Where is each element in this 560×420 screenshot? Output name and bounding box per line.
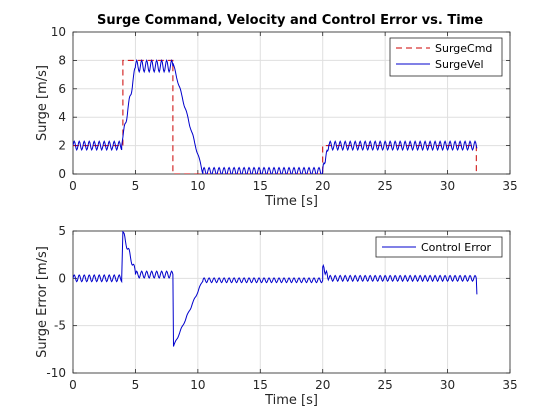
x-axis-label: Time [s]: [264, 194, 318, 209]
y-tick-label: 10: [51, 25, 66, 39]
x-tick-label: 30: [440, 179, 455, 193]
y-tick-label: 0: [58, 167, 66, 181]
control-error-axes: 0 5 10 15 20 25 30 35 -10 -5 0 5 Time [s] Surge Err…: [35, 224, 518, 408]
series-line-control-error: [73, 231, 478, 347]
x-tick-label: 35: [502, 179, 517, 193]
x-tick-label: 10: [190, 378, 205, 392]
x-tick-label: 15: [253, 179, 268, 193]
x-tick-label: 10: [190, 179, 205, 193]
y-tick-label: 5: [58, 224, 66, 238]
x-tick-label: 5: [132, 179, 140, 193]
legend-box: [375, 236, 503, 258]
ticks: 0 5 10 15 20 25 30 35 -10 -5 0 5: [46, 224, 517, 392]
chart-title: Surge Command, Velocity and Control Erro…: [97, 13, 483, 28]
x-tick-label: 30: [440, 378, 455, 392]
legend: Control Error: [375, 236, 503, 258]
ticks: 0 5 10 15 20 25 30 35 0 2 4 6 8 10: [51, 25, 518, 193]
x-tick-label: 20: [315, 378, 330, 392]
data-lines: [73, 231, 478, 347]
y-tick-label: -10: [46, 366, 66, 380]
data-lines: [73, 58, 478, 174]
x-tick-label: 15: [253, 378, 268, 392]
legend: SurgeCmd SurgeVel: [389, 37, 503, 77]
y-axis-label: Surge [m/s]: [35, 65, 50, 141]
legend-entry: Control Error: [421, 241, 492, 254]
y-tick-label: 6: [58, 82, 66, 96]
legend-entry: SurgeCmd: [435, 42, 492, 55]
legend-box: [389, 37, 503, 77]
x-tick-label: 0: [69, 378, 77, 392]
y-tick-label: 8: [58, 53, 66, 67]
legend-entry: SurgeVel: [435, 58, 484, 71]
surge-axes: Surge Command, Velocity and Control Erro…: [35, 13, 518, 209]
series-line-surgevel: [73, 58, 478, 174]
x-axis-label: Time [s]: [264, 393, 318, 408]
x-tick-label: 0: [69, 179, 77, 193]
y-tick-label: -5: [54, 319, 66, 333]
x-tick-label: 5: [132, 378, 140, 392]
y-tick-label: 0: [58, 271, 66, 285]
y-axis-label: Surge Error [m/s]: [35, 246, 50, 358]
x-tick-label: 25: [378, 378, 393, 392]
y-tick-label: 4: [58, 110, 66, 124]
x-tick-label: 20: [315, 179, 330, 193]
x-tick-label: 35: [502, 378, 517, 392]
plot-frame: [72, 230, 511, 374]
x-tick-label: 25: [378, 179, 393, 193]
y-tick-label: 2: [58, 139, 66, 153]
